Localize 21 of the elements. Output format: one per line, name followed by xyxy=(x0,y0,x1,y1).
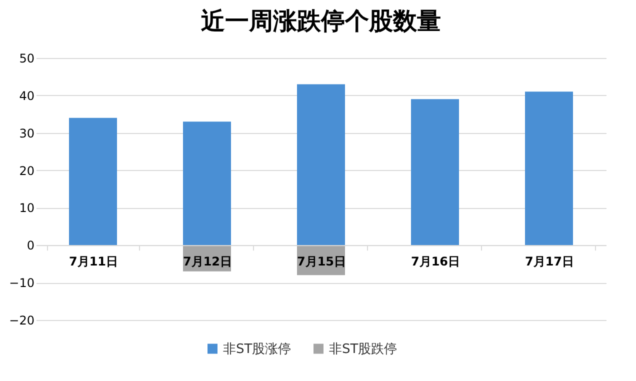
y-tick-label: 50 xyxy=(19,52,34,66)
x-tick-label: 7月16日 xyxy=(410,254,460,269)
y-tick-label: 20 xyxy=(19,164,34,178)
y-tick-label: 30 xyxy=(19,126,34,140)
bar xyxy=(525,92,573,246)
bar xyxy=(69,118,117,246)
chart-title: 近一周涨跌停个股数量 xyxy=(201,7,441,35)
bar xyxy=(183,122,231,246)
y-tick-label: −20 xyxy=(9,314,34,328)
x-tick-label: 7月12日 xyxy=(182,254,232,269)
x-tick-label: 7月11日 xyxy=(68,254,118,269)
y-tick-label: 0 xyxy=(26,238,34,253)
bar xyxy=(411,99,459,246)
y-tick-label: 10 xyxy=(19,201,34,216)
x-tick-label: 7月15日 xyxy=(296,254,346,269)
legend-label: 非ST股涨停 xyxy=(223,342,292,357)
bar xyxy=(297,84,345,246)
x-tick-label: 7月17日 xyxy=(524,254,574,269)
y-tick-label: 40 xyxy=(19,88,34,103)
y-tick-label: −10 xyxy=(9,276,34,290)
legend-label: 非ST股跌停 xyxy=(329,342,398,357)
